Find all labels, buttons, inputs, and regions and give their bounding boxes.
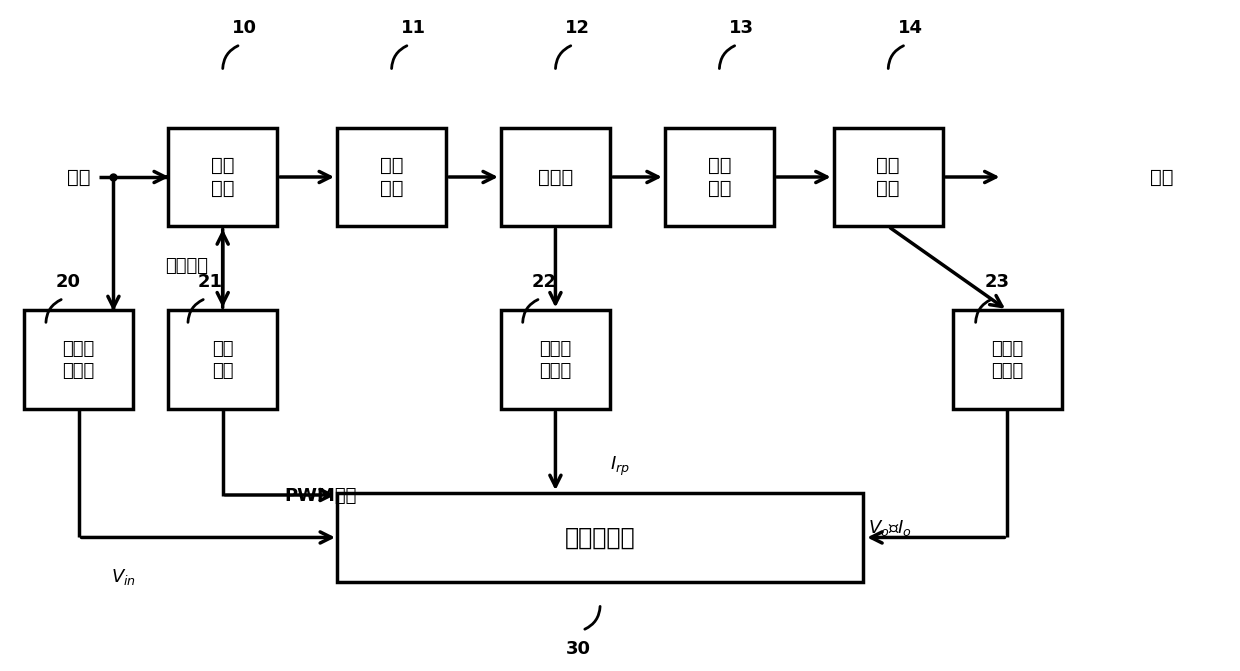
Text: 谐振
电路: 谐振 电路 — [379, 156, 403, 198]
Bar — [501, 127, 610, 226]
Bar — [169, 127, 278, 226]
Text: 30: 30 — [565, 640, 590, 658]
Text: 11: 11 — [401, 19, 425, 37]
Text: 输出检
测电路: 输出检 测电路 — [991, 340, 1023, 380]
Text: 滤波
电路: 滤波 电路 — [877, 156, 900, 198]
Text: 10: 10 — [232, 19, 257, 37]
Text: $V_o$、$I_o$: $V_o$、$I_o$ — [868, 517, 913, 537]
Bar — [952, 310, 1061, 409]
Text: 桥式
电路: 桥式 电路 — [211, 156, 234, 198]
Text: 驱动电平: 驱动电平 — [165, 257, 208, 275]
Text: 12: 12 — [564, 19, 590, 37]
Bar — [833, 127, 942, 226]
Text: 变压器: 变压器 — [538, 168, 573, 187]
Text: 输入检
测电路: 输入检 测电路 — [62, 340, 94, 380]
Text: 14: 14 — [898, 19, 923, 37]
Bar — [337, 493, 863, 582]
Text: 21: 21 — [197, 272, 222, 291]
Text: 输出: 输出 — [1149, 168, 1173, 187]
Text: 22: 22 — [532, 272, 557, 291]
Bar — [169, 310, 278, 409]
Bar — [665, 127, 774, 226]
Text: 20: 20 — [56, 272, 81, 291]
Text: PWM信号: PWM信号 — [284, 487, 357, 505]
Text: 输入: 输入 — [67, 168, 91, 187]
Bar — [337, 127, 446, 226]
Text: 整流
电路: 整流 电路 — [708, 156, 732, 198]
Bar — [24, 310, 133, 409]
Text: $I_{rp}$: $I_{rp}$ — [610, 455, 630, 478]
Text: 驱动
电路: 驱动 电路 — [212, 340, 233, 380]
Text: 峰值检
测电路: 峰值检 测电路 — [539, 340, 572, 380]
Text: 23: 23 — [985, 272, 1009, 291]
Text: 13: 13 — [729, 19, 754, 37]
Bar — [501, 310, 610, 409]
Text: $V_{in}$: $V_{in}$ — [112, 567, 136, 587]
Text: 数字处理器: 数字处理器 — [565, 525, 635, 550]
